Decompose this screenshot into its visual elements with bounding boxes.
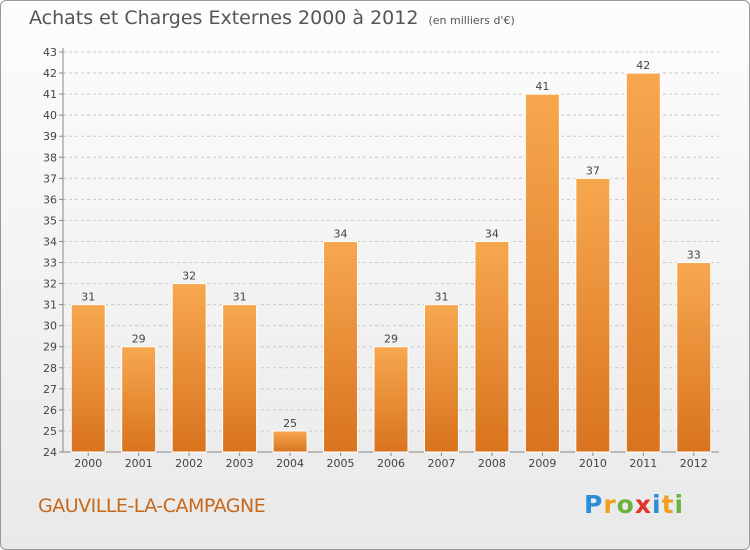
logo-letter: x xyxy=(634,490,652,519)
logo-letter: P xyxy=(584,490,604,519)
y-tick-label: 29 xyxy=(43,341,57,354)
bar-value-label: 31 xyxy=(434,291,448,304)
bar xyxy=(70,304,106,453)
bar xyxy=(575,177,611,453)
x-tick-label: 2000 xyxy=(74,457,102,470)
bar-value-label: 37 xyxy=(586,164,600,177)
x-tick-label: 2007 xyxy=(427,457,455,470)
bar xyxy=(524,93,560,453)
logo-letter: i xyxy=(674,490,685,519)
y-tick-label: 36 xyxy=(43,193,57,206)
bar xyxy=(272,430,308,453)
y-tick-label: 33 xyxy=(43,257,57,270)
bar-value-label: 32 xyxy=(182,270,196,283)
x-tick-label: 2012 xyxy=(680,457,708,470)
bar xyxy=(423,304,459,453)
bar xyxy=(676,262,712,453)
x-tick-label: 2005 xyxy=(327,457,355,470)
y-tick-label: 43 xyxy=(43,46,57,59)
y-tick-label: 26 xyxy=(43,404,57,417)
bar-value-label: 31 xyxy=(233,291,247,304)
y-tick-label: 41 xyxy=(43,88,57,101)
y-tick-label: 28 xyxy=(43,362,57,375)
y-tick-label: 38 xyxy=(43,151,57,164)
bar xyxy=(373,346,409,453)
x-tick-label: 2008 xyxy=(478,457,506,470)
y-tick-label: 32 xyxy=(43,278,57,291)
y-tick-label: 25 xyxy=(43,425,57,438)
y-tick-label: 34 xyxy=(43,235,57,248)
x-tick-label: 2004 xyxy=(276,457,304,470)
logo-letter: t xyxy=(661,490,675,519)
bar-value-label: 42 xyxy=(636,59,650,72)
y-tick-label: 40 xyxy=(43,109,57,122)
x-tick-label: 2009 xyxy=(528,457,556,470)
x-tick-label: 2003 xyxy=(226,457,254,470)
bar-value-label: 29 xyxy=(384,333,398,346)
chart-title: Achats et Charges Externes 2000 à 2012 (e… xyxy=(29,7,515,29)
y-tick-label: 35 xyxy=(43,214,57,227)
bar-value-label: 31 xyxy=(81,291,95,304)
x-tick-label: 2001 xyxy=(125,457,153,470)
title-text: Achats et Charges Externes 2000 à 2012 xyxy=(29,7,419,29)
bar-layer: 31 29 32 31 25 34 29 31 34 41 37 42 33 xyxy=(70,59,712,453)
y-tick-label: 31 xyxy=(43,299,57,312)
bar xyxy=(171,283,207,453)
bar-value-label: 25 xyxy=(283,417,297,430)
bar-value-label: 34 xyxy=(334,227,348,240)
bar-value-label: 33 xyxy=(687,249,701,262)
bar xyxy=(222,304,258,453)
bar xyxy=(121,346,157,453)
x-tick-label: 2010 xyxy=(579,457,607,470)
y-tick-label: 39 xyxy=(43,130,57,143)
logo-letter: i xyxy=(652,490,662,519)
logo-letter: o xyxy=(616,490,635,519)
x-tick-label: 2011 xyxy=(629,457,657,470)
bar-value-label: 41 xyxy=(535,80,549,93)
bar-value-label: 34 xyxy=(485,227,499,240)
y-tick-label: 30 xyxy=(43,320,57,333)
x-tick-label: 2002 xyxy=(175,457,203,470)
bar xyxy=(323,240,359,453)
proxiti-logo: Proxiti xyxy=(584,490,684,519)
unit-label: (en milliers d'€) xyxy=(428,14,515,27)
logo-letter: r xyxy=(603,490,617,519)
bar xyxy=(625,72,661,453)
y-tick-label: 24 xyxy=(43,446,57,459)
y-tick-label: 27 xyxy=(43,383,57,396)
bar xyxy=(474,240,510,453)
y-tick-label: 37 xyxy=(43,172,57,185)
axis-layer: 24 25 26 27 28 29 30 31 32 33 34 35 36 37 38 39 40 41 42 43… xyxy=(43,46,719,470)
commune-name: GAUVILLE-LA-CAMPAGNE xyxy=(38,495,266,517)
x-tick-label: 2006 xyxy=(377,457,405,470)
bar-value-label: 29 xyxy=(132,333,146,346)
y-tick-label: 42 xyxy=(43,67,57,80)
